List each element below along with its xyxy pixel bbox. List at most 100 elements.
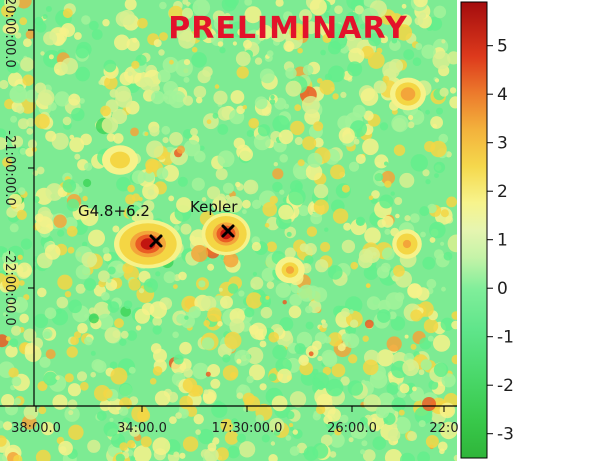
noise-speck <box>12 296 28 313</box>
noise-speck <box>220 295 233 309</box>
noise-speck <box>328 23 345 40</box>
noise-speck <box>434 173 439 179</box>
noise-speck <box>211 401 228 418</box>
noise-speck <box>361 440 368 447</box>
noise-speck <box>126 440 136 449</box>
noise-speck <box>393 416 411 434</box>
noise-speck <box>119 382 133 397</box>
noise-speck <box>191 52 207 68</box>
noise-speck <box>400 452 415 461</box>
noise-speck <box>334 5 343 14</box>
hotspot-layer <box>402 239 412 249</box>
noise-speck <box>356 217 364 226</box>
noise-speck <box>217 150 235 168</box>
noise-speck <box>283 40 295 52</box>
noise-speck <box>182 436 199 452</box>
noise-speck <box>317 355 323 362</box>
noise-speck <box>174 94 183 103</box>
noise-speck <box>293 167 307 180</box>
noise-speck <box>38 89 55 106</box>
colorbar-tick-label: 3 <box>497 134 508 154</box>
noise-speck <box>142 200 155 212</box>
noise-speck <box>125 194 136 205</box>
noise-speck <box>386 336 402 352</box>
noise-speck <box>81 251 98 268</box>
noise-speck <box>44 244 61 260</box>
noise-speck <box>103 421 119 437</box>
noise-speck <box>144 131 149 136</box>
noise-speck <box>5 345 18 358</box>
noise-speck <box>23 38 32 48</box>
noise-speck <box>215 168 228 181</box>
noise-speck <box>206 119 212 124</box>
noise-speck <box>275 282 291 298</box>
noise-speck <box>115 453 125 461</box>
noise-speck <box>358 253 373 269</box>
noise-speck <box>67 399 78 410</box>
noise-speck <box>261 267 276 282</box>
noise-speck <box>277 368 292 384</box>
noise-speck <box>163 81 179 96</box>
noise-speck <box>364 319 374 329</box>
noise-speck <box>114 34 130 51</box>
source-kepler-marker <box>221 224 235 238</box>
noise-speck <box>236 358 242 364</box>
noise-speck <box>302 136 317 151</box>
noise-speck <box>10 35 17 41</box>
noise-speck <box>172 331 179 339</box>
noise-speck <box>433 161 446 174</box>
noise-speck <box>345 296 363 314</box>
noise-speck <box>201 295 217 312</box>
noise-speck <box>45 183 64 201</box>
noise-speck <box>224 0 239 8</box>
noise-speck <box>162 56 179 73</box>
noise-speck <box>75 186 83 194</box>
noise-speck <box>34 16 44 26</box>
noise-speck <box>227 445 240 459</box>
noise-speck <box>360 449 366 455</box>
noise-speck <box>244 6 262 24</box>
noise-speck <box>332 93 339 100</box>
noise-speck <box>48 54 54 60</box>
noise-speck <box>439 87 449 97</box>
noise-speck <box>207 442 217 452</box>
noise-speck <box>6 60 20 74</box>
noise-speck <box>349 309 354 314</box>
noise-speck <box>224 331 242 349</box>
noise-speck <box>286 231 292 237</box>
noise-speck <box>215 447 229 461</box>
source-g48-marker <box>149 234 163 248</box>
noise-speck <box>319 79 335 95</box>
noise-speck <box>266 281 275 290</box>
noise-speck <box>417 451 430 461</box>
noise-speck <box>268 373 277 382</box>
noise-speck <box>34 113 50 129</box>
noise-speck <box>299 9 312 23</box>
colorbar-tick-label: 0 <box>497 279 508 299</box>
noise-speck <box>398 409 405 416</box>
noise-speck <box>39 356 51 368</box>
noise-speck <box>330 164 345 180</box>
noise-speck <box>372 436 387 451</box>
noise-speck <box>393 265 405 277</box>
noise-speck <box>56 308 62 314</box>
noise-speck <box>8 367 19 378</box>
noise-speck <box>45 130 57 142</box>
noise-speck <box>173 451 180 458</box>
noise-speck <box>340 91 347 98</box>
noise-speck <box>418 420 426 428</box>
noise-speck <box>176 197 192 213</box>
noise-speck <box>286 410 295 420</box>
noise-speck <box>198 428 214 445</box>
noise-speck <box>104 76 118 90</box>
noise-speck <box>168 5 184 21</box>
noise-speck <box>348 47 365 64</box>
noise-speck <box>54 91 70 107</box>
noise-speck <box>4 0 20 10</box>
noise-speck <box>348 421 354 427</box>
noise-speck <box>449 87 457 94</box>
noise-speck <box>340 376 350 386</box>
noise-speck <box>5 21 19 35</box>
noise-speck <box>3 421 13 431</box>
noise-speck <box>131 170 146 185</box>
